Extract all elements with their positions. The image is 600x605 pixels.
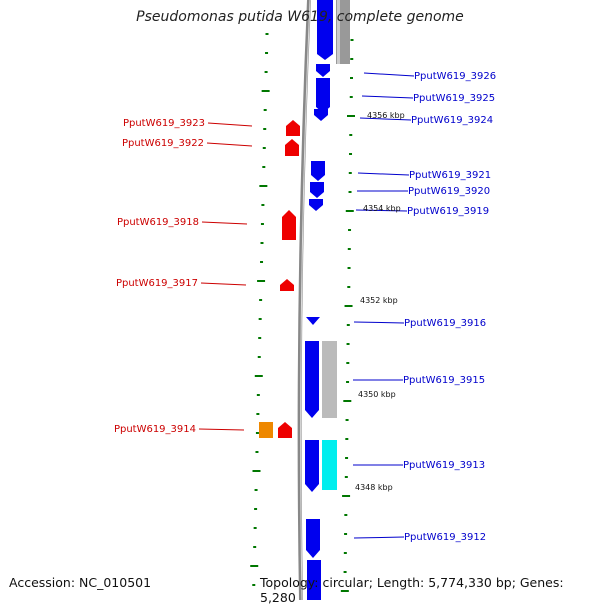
label-leader-lines — [198, 72, 415, 539]
kbp-label: 4354 kbp — [363, 204, 401, 213]
gene-label-forward[interactable]: PputW619_3925 — [413, 93, 495, 104]
gene-label-forward[interactable]: PputW619_3926 — [414, 71, 496, 82]
reverse-genes — [278, 120, 300, 438]
gene-forward[interactable] — [317, 0, 333, 60]
leader-line — [201, 221, 248, 225]
leader-line — [357, 172, 410, 176]
gene-reverse[interactable] — [280, 279, 294, 291]
gene-label-forward[interactable]: PputW619_3913 — [403, 460, 485, 471]
gene-label-reverse[interactable]: PputW619_3923 — [123, 118, 205, 129]
leader-line — [363, 72, 415, 77]
cds-features — [259, 0, 350, 490]
tick-column-left — [250, 33, 270, 586]
leader-line — [361, 95, 414, 99]
leader-line — [198, 428, 245, 431]
kbp-labels: 4356 kbp 4354 kbp 4352 kbp 4350 kbp 4348 kbp — [355, 111, 405, 492]
tick-column-right — [340, 39, 356, 592]
kbp-label: 4352 kbp — [360, 296, 398, 305]
accession-text: Accession: NC_010501 — [9, 575, 152, 590]
topology-text: Topology: circular; Length: 5,774,330 bp… — [260, 575, 564, 605]
cds-gray-light[interactable] — [337, 0, 340, 64]
forward-genes — [305, 0, 333, 600]
leader-line — [200, 282, 247, 286]
gene-label-forward[interactable]: PputW619_3921 — [409, 170, 491, 181]
genome-backbone — [297, 0, 311, 600]
gene-forward[interactable] — [305, 341, 319, 418]
gene-forward[interactable] — [316, 64, 330, 77]
gene-label-forward[interactable]: PputW619_3916 — [404, 318, 486, 329]
gene-label-forward[interactable]: PputW619_3915 — [403, 375, 485, 386]
gene-reverse[interactable] — [282, 210, 296, 240]
leader-line — [206, 142, 253, 147]
gene-forward[interactable] — [306, 519, 320, 558]
gene-label-reverse[interactable]: PputW619_3914 — [114, 424, 196, 435]
gene-forward[interactable] — [311, 161, 325, 181]
gene-label-forward[interactable]: PputW619_3919 — [407, 206, 489, 217]
kbp-label: 4350 kbp — [358, 390, 396, 399]
gene-forward[interactable] — [316, 78, 330, 113]
cds-orange[interactable] — [259, 422, 273, 438]
gene-reverse[interactable] — [286, 120, 300, 136]
gene-forward[interactable] — [306, 317, 320, 325]
gene-forward[interactable] — [310, 182, 324, 198]
gene-label-reverse[interactable]: PputW619_3922 — [122, 138, 204, 149]
kbp-label: 4348 kbp — [355, 483, 393, 492]
gene-forward[interactable] — [305, 440, 319, 492]
leader-line — [355, 209, 408, 212]
gene-reverse[interactable] — [285, 139, 299, 156]
leader-line — [353, 536, 405, 539]
kbp-label: 4356 kbp — [367, 111, 405, 120]
leader-line — [353, 321, 405, 324]
leader-line — [207, 122, 253, 127]
gene-label-forward[interactable]: PputW619_3924 — [411, 115, 493, 126]
gene-forward[interactable] — [307, 560, 321, 600]
gene-reverse[interactable] — [278, 422, 292, 438]
cds-cyan[interactable] — [322, 440, 337, 490]
map-title: Pseudomonas putida W619, complete genome — [136, 9, 464, 25]
gene-label-forward[interactable]: PputW619_3920 — [408, 186, 490, 197]
gene-forward[interactable] — [314, 109, 328, 121]
gene-label-reverse[interactable]: PputW619_3918 — [117, 217, 199, 228]
gene-forward[interactable] — [309, 199, 323, 211]
leader-line — [359, 117, 412, 121]
cds-gray[interactable] — [322, 341, 337, 418]
backbone-highlight — [300, 0, 311, 600]
gene-label-reverse[interactable]: PputW619_3917 — [116, 278, 198, 289]
gene-labels: PputW619_3926 PputW619_3925 PputW619_3924 P… — [114, 71, 496, 543]
gene-label-forward[interactable]: PputW619_3912 — [404, 532, 486, 543]
